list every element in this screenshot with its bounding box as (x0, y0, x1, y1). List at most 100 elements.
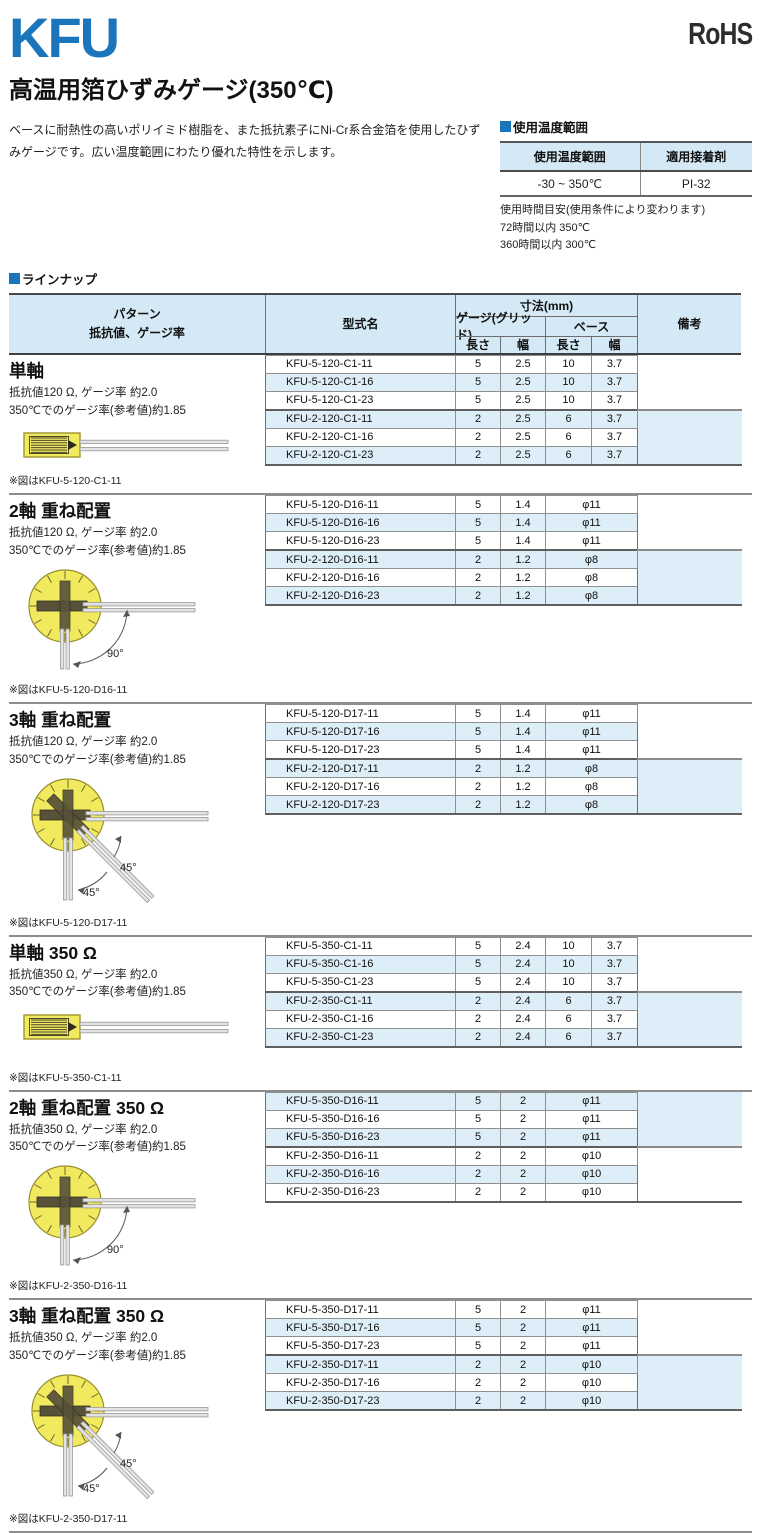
header-gauge-width: 幅 (500, 335, 545, 353)
base-width: 3.7 (591, 445, 638, 466)
gauge-width: 2 (500, 1127, 546, 1148)
section-gaugefactor-line: 350℃でのゲージ率(参考値)約1.85 (9, 753, 186, 766)
temp-range-value: -30 ~ 350℃ (500, 171, 640, 197)
base-diameter: φ8 (545, 777, 638, 797)
gauge-length: 2 (455, 795, 501, 816)
base-width: 3.7 (591, 354, 638, 374)
figure-caption: ※図はKFU-2-350-D17-11 (9, 1512, 128, 1525)
section-gaugefactor-line: 350℃でのゲージ率(参考値)約1.85 (9, 404, 186, 417)
section-spec-table: KFU-5-350-D16-11 5 2 φ11 KFU-5-350-D16-16 … (265, 1091, 742, 1203)
spec-row: KFU-5-120-D16-11 5 1.4 φ11 (265, 495, 742, 552)
gauge-length: 2 (455, 586, 501, 607)
base-width: 3.7 (591, 1009, 638, 1029)
base-length: 6 (545, 1027, 592, 1048)
section-title: 2軸 重ね配置 (9, 501, 112, 522)
spec-row: KFU-2-350-D16-16 2 2 φ10 (265, 1164, 742, 1184)
base-diameter: φ11 (545, 1091, 638, 1111)
page-title: 高温用箔ひずみゲージ(350℃) (9, 77, 334, 104)
section-spec-table: KFU-5-350-D17-11 5 2 φ11 KFU-5-350-D17-16 … (265, 1300, 742, 1412)
spec-row: KFU-2-120-D16-23 2 1.2 φ8 (265, 586, 742, 607)
section-title: 3軸 重ね配置 350 Ω (9, 1306, 165, 1327)
gauge-width: 2 (500, 1373, 546, 1393)
base-width: 3.7 (591, 936, 638, 956)
gauge-length: 5 (455, 1091, 501, 1111)
base-width: 3.7 (591, 427, 638, 447)
gauge-length: 5 (455, 531, 501, 552)
gauge-width: 2 (500, 1318, 546, 1338)
gauge-length: 2 (455, 1182, 501, 1203)
gauge-figure (23, 428, 265, 467)
gauge-length: 2 (455, 1354, 501, 1375)
remarks-cell (637, 495, 742, 552)
gauge-width: 2.4 (500, 954, 546, 974)
datasheet-page: KFU RoHS 高温用箔ひずみゲージ(350℃) ベースに耐熱性の高いポリイミ… (9, 10, 753, 1533)
spec-row: KFU-5-120-D17-11 5 1.4 φ11 (265, 704, 742, 761)
gauge-width: 2.5 (500, 409, 546, 429)
base-diameter: φ11 (545, 740, 638, 761)
section-spec-table: KFU-5-120-C1-11 5 2.5 10 3.7 KFU-5-120-C1-… (265, 354, 742, 466)
model-name: KFU-5-350-D16-23 (265, 1127, 456, 1148)
section-pattern-pane: 2軸 重ね配置 350 Ω 抵抗値350 Ω, ゲージ率 約2.0 350℃での… (9, 1092, 265, 1299)
base-diameter: φ11 (545, 513, 638, 533)
gauge-width: 2 (500, 1354, 546, 1375)
blue-square-icon (500, 121, 511, 132)
gauge-length: 5 (455, 722, 501, 742)
section-resistance-line: 抵抗値120 Ω, ゲージ率 約2.0 (9, 736, 158, 749)
model-name: KFU-2-120-D16-23 (265, 586, 456, 607)
section-resistance-line: 抵抗値120 Ω, ゲージ率 約2.0 (9, 527, 158, 540)
gauge-width: 1.4 (500, 722, 546, 742)
temperature-range-box: 使用温度範囲 使用温度範囲 適用接着剤 -30 ~ 350℃ PI-32 使用時… (500, 117, 752, 255)
spec-row: KFU-2-120-D16-16 2 1.2 φ8 (265, 568, 742, 588)
model-name: KFU-5-350-C1-16 (265, 954, 456, 974)
lineup-section: 3軸 重ね配置 350 Ω 抵抗値350 Ω, ゲージ率 約2.0 350℃での… (9, 1298, 752, 1531)
model-name: KFU-5-350-D17-11 (265, 1300, 456, 1320)
section-pattern-pane: 2軸 重ね配置 抵抗値120 Ω, ゲージ率 約2.0 350℃でのゲージ率(参… (9, 495, 265, 702)
header-gauge-grid: ゲージ(グリッド) (455, 311, 545, 342)
gauge-length: 2 (455, 758, 501, 779)
svg-text:90°: 90° (107, 1244, 124, 1256)
gauge-width: 2.5 (500, 354, 546, 374)
gauge-length: 5 (455, 513, 501, 533)
base-width: 3.7 (591, 409, 638, 429)
header-model: 型式名 (265, 294, 455, 353)
header-remarks: 備考 (637, 294, 741, 353)
spec-row: KFU-5-350-D16-16 5 2 φ11 (265, 1109, 742, 1129)
model-name: KFU-5-120-C1-16 (265, 372, 456, 392)
gauge-width: 1.4 (500, 704, 546, 724)
base-diameter: φ10 (545, 1391, 638, 1412)
lineup-sections: 単軸 抵抗値120 Ω, ゲージ率 約2.0 350℃でのゲージ率(参考値)約1… (9, 354, 752, 1533)
base-width: 3.7 (591, 954, 638, 974)
temperature-range-table: 使用温度範囲 適用接着剤 -30 ~ 350℃ PI-32 (500, 141, 752, 197)
base-diameter: φ10 (545, 1354, 638, 1375)
adhesive-value: PI-32 (639, 171, 752, 197)
gauge-length: 2 (455, 1164, 501, 1184)
gauge-length: 5 (455, 936, 501, 956)
gauge-length: 2 (455, 445, 501, 466)
lineup-section: 単軸 抵抗値120 Ω, ゲージ率 約2.0 350℃でのゲージ率(参考値)約1… (9, 354, 752, 494)
usage-time-notes: 使用時間目安(使用条件により変わります) 72時間以内 350℃ 360時間以内 3… (500, 202, 752, 255)
header-pattern: パターン 抵抗値、ゲージ率 (89, 306, 185, 340)
spec-row: KFU-2-350-C1-23 2 2.4 6 3.7 (265, 1027, 742, 1048)
spec-row: KFU-5-350-C1-16 5 2.4 10 3.7 (265, 954, 742, 974)
gauge-width: 1.2 (500, 777, 546, 797)
base-diameter: φ10 (545, 1373, 638, 1393)
spec-row: KFU-5-350-C1-11 5 2.4 10 3.7 (265, 936, 742, 993)
lineup-section: 2軸 重ね配置 抵抗値120 Ω, ゲージ率 約2.0 350℃でのゲージ率(参… (9, 493, 752, 702)
triaxial-gauge-drawing: 45° 45° (31, 1374, 209, 1500)
base-width: 3.7 (591, 390, 638, 411)
triaxial-gauge-drawing: 45° 45° (31, 778, 209, 903)
spec-row: KFU-5-350-D16-11 5 2 φ11 (265, 1091, 742, 1148)
model-name: KFU-2-120-D17-16 (265, 777, 456, 797)
model-name: KFU-2-120-D16-16 (265, 568, 456, 588)
remarks-cell (637, 1300, 742, 1357)
gauge-length: 5 (455, 1109, 501, 1129)
base-length: 6 (545, 427, 592, 447)
gauge-length: 5 (455, 740, 501, 761)
model-name: KFU-2-120-C1-11 (265, 409, 456, 429)
header-dimensions: 寸法(mm) (455, 294, 637, 316)
gauge-length: 5 (455, 954, 501, 974)
gauge-width: 2.5 (500, 390, 546, 411)
gauge-length: 2 (455, 427, 501, 447)
remarks-cell (637, 1355, 742, 1412)
model-name: KFU-2-120-D17-11 (265, 758, 456, 779)
